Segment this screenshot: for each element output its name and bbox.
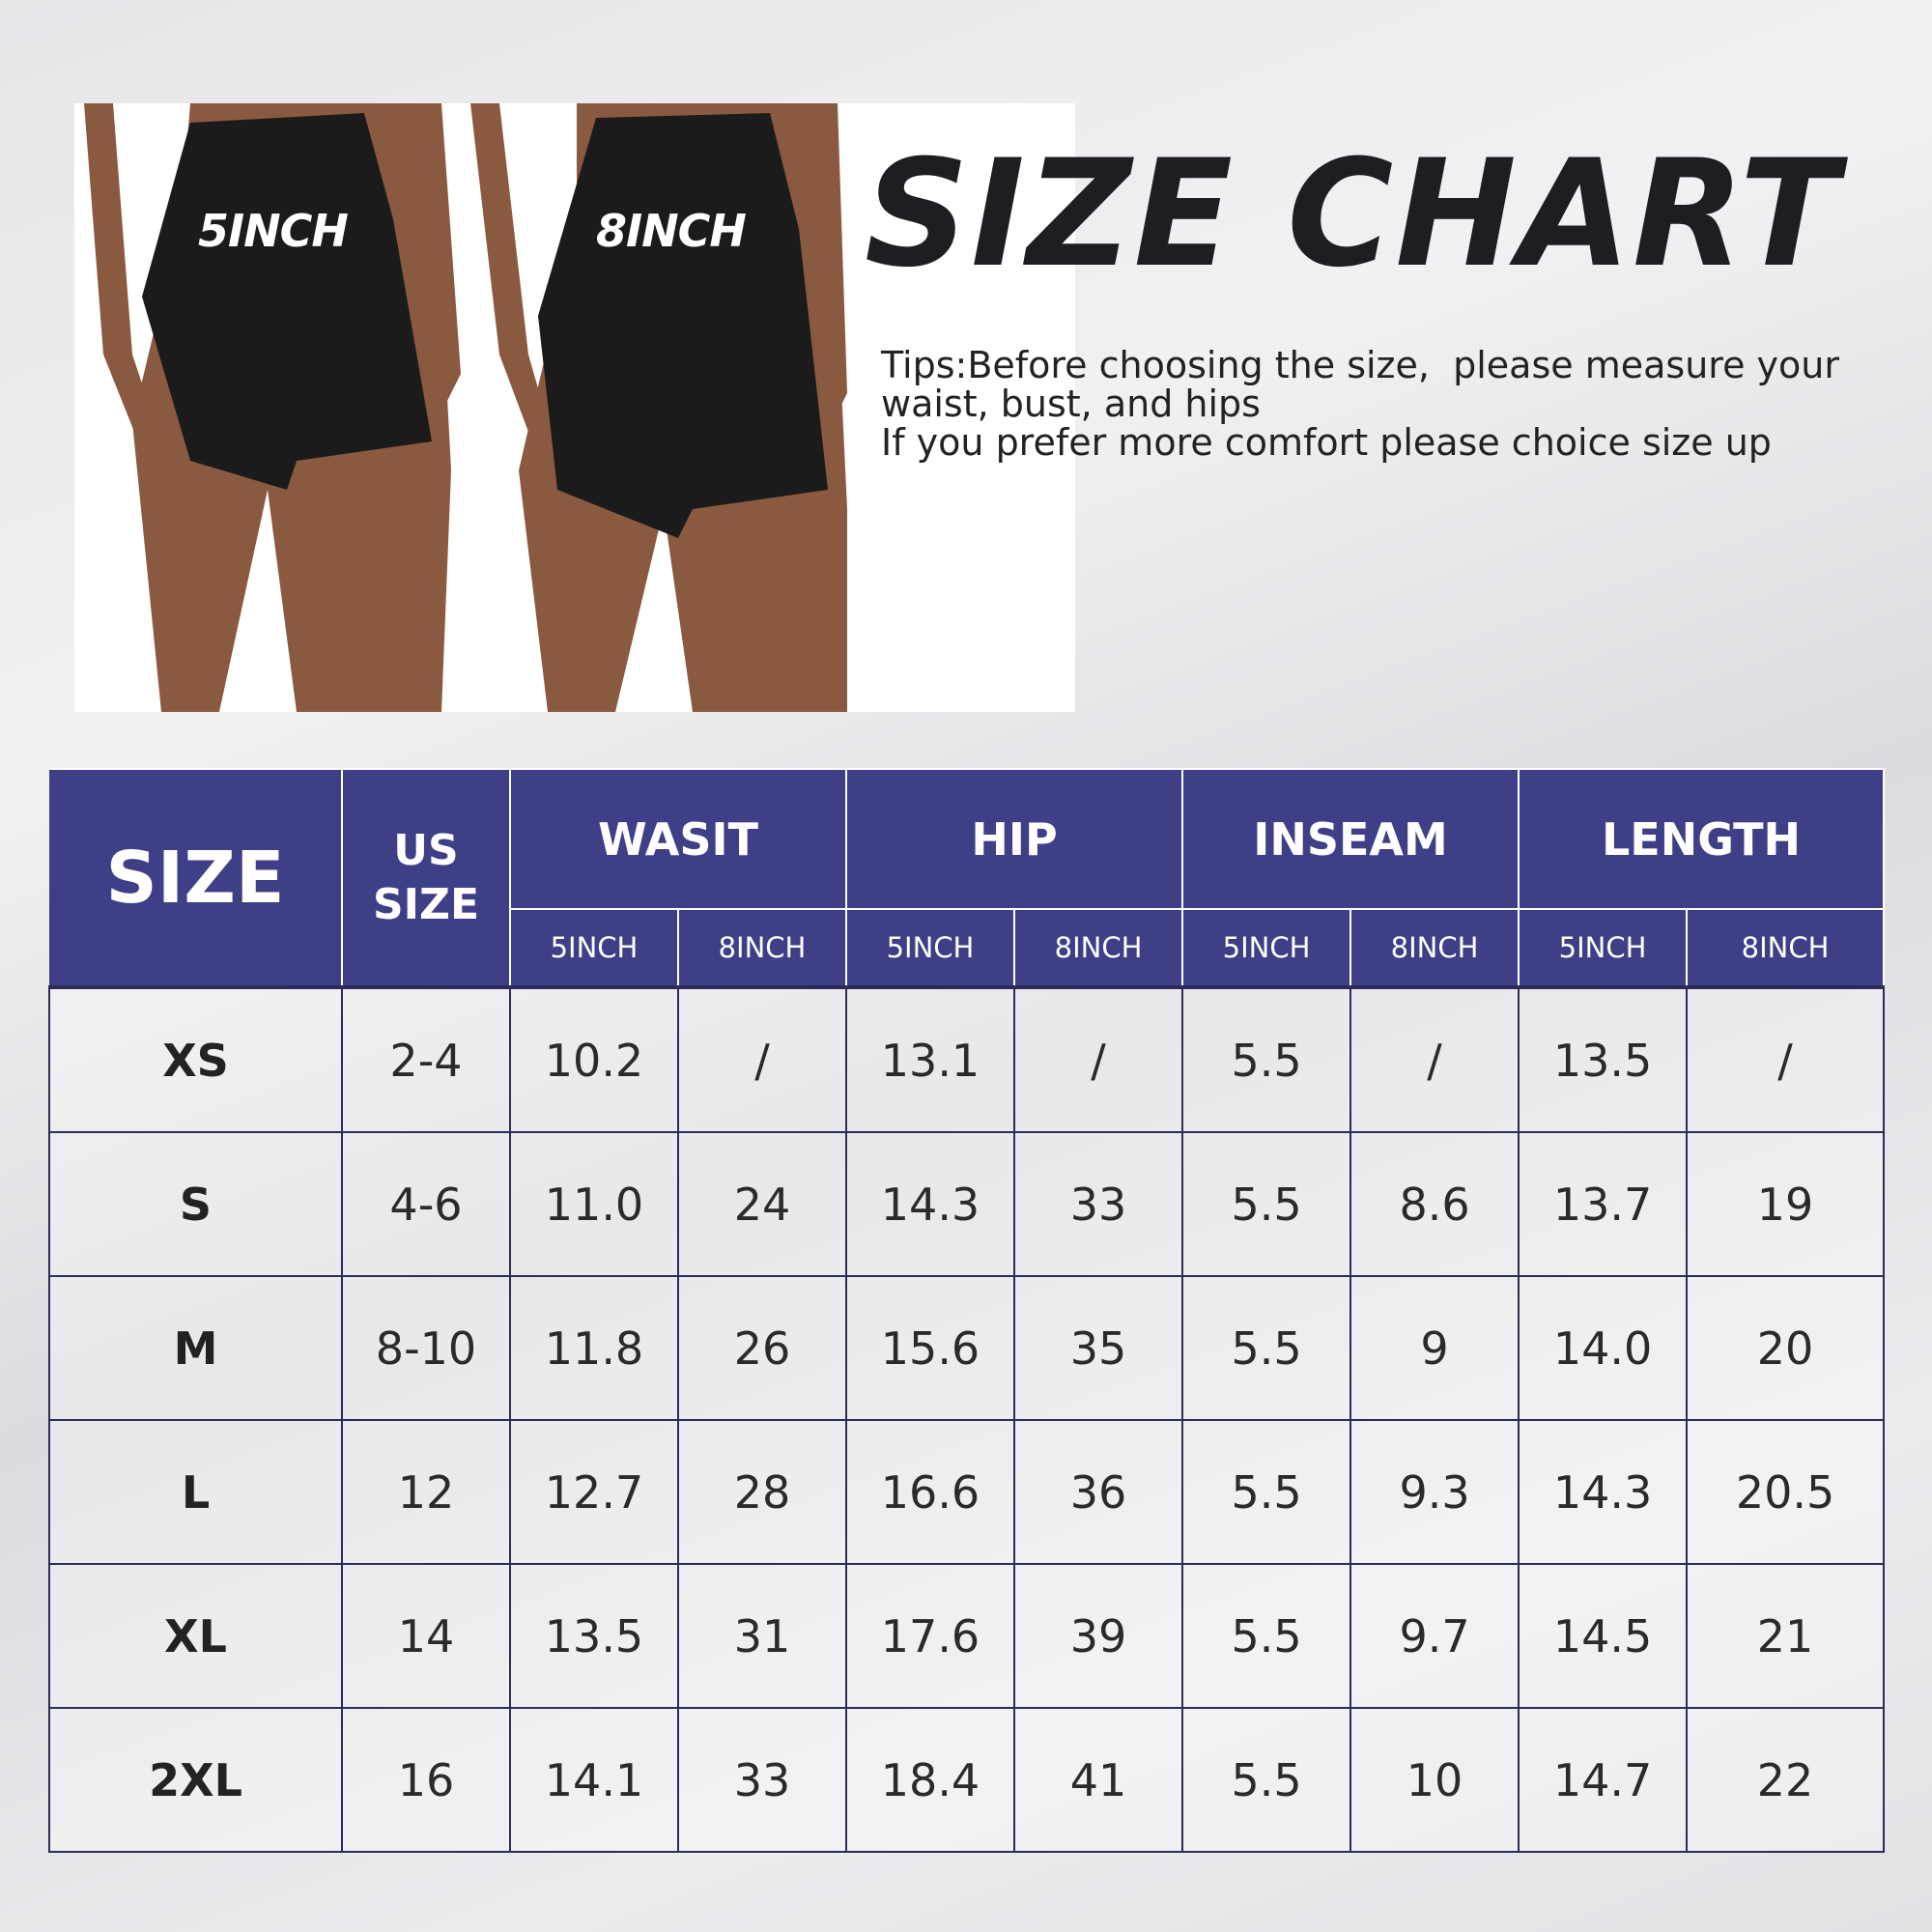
tips-line: Tips:Before choosing the size, please me… (881, 344, 1839, 386)
value-cell: 11.8 (509, 1275, 679, 1421)
value-cell: 31 (677, 1563, 847, 1709)
value-cell: 5.5 (1181, 985, 1352, 1133)
value-cell: 5.5 (1181, 1275, 1352, 1421)
value-cell: 5.5 (1181, 1419, 1352, 1565)
value-cell: 18.4 (845, 1707, 1015, 1853)
value-cell: 15.6 (845, 1275, 1015, 1421)
size-chart-table: SIZE US SIZE WASIT HIP INSEAM LENGTH 5IN… (48, 768, 1886, 1853)
header-size: SIZE (49, 768, 343, 988)
value-cell: 22 (1686, 1707, 1886, 1853)
value-cell: 33 (1012, 1131, 1184, 1277)
value-cell: 17.6 (845, 1563, 1015, 1709)
table-row: XL 14 13.5 31 17.6 39 5.5 9.7 14.5 21 (48, 1563, 1886, 1709)
size-cell: L (48, 1419, 343, 1565)
size-cell: XL (48, 1563, 343, 1709)
tips-line: waist, bust, and hips (881, 383, 1261, 425)
table-row: L 12 12.7 28 16.6 36 5.5 9.3 14.3 20.5 (48, 1419, 1886, 1565)
table-row: XS 2-4 10.2/13.1/5.5/13.5/ (48, 985, 1886, 1133)
us-size-cell: 4-6 (341, 1131, 511, 1277)
us-size-cell: 8-10 (341, 1275, 511, 1421)
value-cell: 36 (1012, 1419, 1184, 1565)
value-cell: 14.5 (1518, 1563, 1689, 1709)
value-cell: 28 (677, 1419, 847, 1565)
label-5inch: 5INCH (198, 205, 349, 257)
subheader-8inch: 8INCH (1686, 908, 1886, 988)
value-cell: 16.6 (845, 1419, 1015, 1565)
product-photo: 5INCH 8INCH (74, 103, 1075, 712)
table-row: M 8-10 11.8 26 15.6 35 5.5 9 14.0 20 (48, 1275, 1886, 1421)
value-cell: 20 (1686, 1275, 1886, 1421)
size-cell: M (48, 1275, 343, 1421)
value-cell: 19 (1686, 1131, 1886, 1277)
subheader-8inch: 8INCH (1350, 908, 1520, 988)
value-cell: 13.5 (509, 1563, 679, 1709)
value-cell: 10 (1350, 1707, 1520, 1853)
value-cell: 13.5 (1518, 985, 1689, 1133)
us-size-cell: 14 (341, 1563, 511, 1709)
header-us-size: US SIZE (341, 768, 511, 988)
subheader-8inch: 8INCH (1012, 908, 1184, 988)
value-cell: 11.0 (509, 1131, 679, 1277)
us-size-cell: 2-4 (341, 985, 511, 1133)
subheader-8inch: 8INCH (677, 908, 847, 988)
table-row: S 4-6 11.0 24 14.3 33 5.5 8.6 13.7 19 (48, 1131, 1886, 1277)
value-cell: 21 (1686, 1563, 1886, 1709)
us-size-cell: 12 (341, 1419, 511, 1565)
value-cell: / (1012, 985, 1184, 1133)
subheader-5inch: 5INCH (1181, 908, 1352, 988)
value-cell: / (677, 985, 847, 1133)
value-cell: 10.2 (509, 985, 679, 1133)
value-cell: 14.3 (1518, 1419, 1689, 1565)
value-cell: 20.5 (1686, 1419, 1886, 1565)
value-cell: 41 (1012, 1707, 1184, 1853)
tips-text: Tips:Before choosing the size, please me… (881, 346, 1839, 462)
tips-line: If you prefer more comfort please choice… (881, 421, 1772, 464)
value-cell: 13.1 (845, 985, 1015, 1133)
subheader-5inch: 5INCH (509, 908, 679, 988)
table-row: 2XL 16 14.1 33 18.4 41 5.5 10 14.7 22 (48, 1707, 1886, 1853)
size-cell: S (48, 1131, 343, 1277)
value-cell: 14.0 (1518, 1275, 1689, 1421)
subheader-5inch: 5INCH (1518, 908, 1689, 988)
value-cell: 13.7 (1518, 1131, 1689, 1277)
value-cell: 39 (1012, 1563, 1184, 1709)
value-cell: 5.5 (1181, 1131, 1352, 1277)
value-cell: 14.1 (509, 1707, 679, 1853)
value-cell: / (1686, 985, 1886, 1133)
header-inseam: INSEAM (1181, 768, 1520, 910)
size-cell: XS (48, 985, 343, 1133)
value-cell: 5.5 (1181, 1563, 1352, 1709)
header-hip: HIP (844, 768, 1184, 910)
label-8inch: 8INCH (596, 205, 747, 257)
value-cell: 12.7 (509, 1419, 679, 1565)
us-size-cell: 16 (341, 1707, 511, 1853)
value-cell: 14.3 (845, 1131, 1015, 1277)
value-cell: 14.7 (1518, 1707, 1689, 1853)
value-cell: 26 (677, 1275, 847, 1421)
value-cell: 33 (677, 1707, 847, 1853)
value-cell: 5.5 (1181, 1707, 1352, 1853)
value-cell: 24 (677, 1131, 847, 1277)
value-cell: 9.7 (1350, 1563, 1520, 1709)
size-cell: 2XL (48, 1707, 343, 1853)
header-length: LENGTH (1518, 768, 1886, 910)
value-cell: 35 (1012, 1275, 1184, 1421)
value-cell: / (1350, 985, 1520, 1133)
subheader-5inch: 5INCH (845, 908, 1015, 988)
page-title: SIZE CHART (865, 128, 1841, 300)
header-waist: WASIT (509, 768, 847, 910)
value-cell: 9 (1350, 1275, 1520, 1421)
value-cell: 9.3 (1350, 1419, 1520, 1565)
shorts-models-image (84, 103, 847, 712)
value-cell: 8.6 (1350, 1131, 1520, 1277)
